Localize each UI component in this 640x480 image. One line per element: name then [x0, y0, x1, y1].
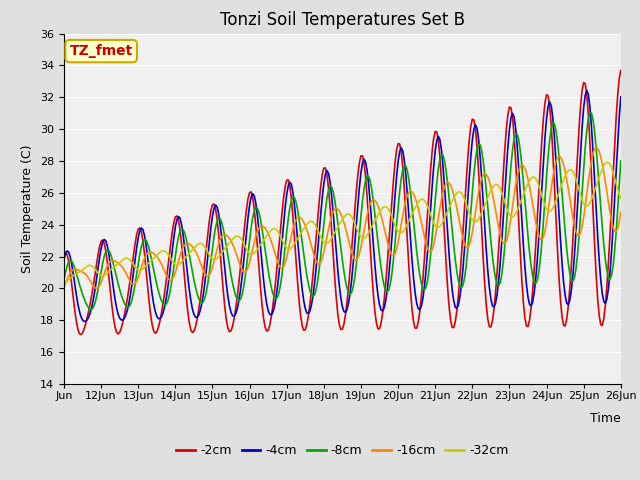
-2cm: [77, 332, 85, 337]
-16cm: [397, 222, 405, 228]
-16cm: [93, 286, 100, 291]
-16cm: [617, 209, 625, 215]
-32cm: [397, 230, 405, 236]
-16cm: [379, 218, 387, 224]
-16cm: [60, 284, 68, 290]
-32cm: [61, 278, 69, 284]
-16cm: [76, 268, 83, 274]
-8cm: [86, 306, 94, 312]
Line: -4cm: -4cm: [64, 90, 621, 322]
-8cm: [76, 282, 83, 288]
-4cm: [165, 274, 173, 280]
-8cm: [617, 158, 625, 164]
-32cm: [165, 253, 173, 259]
-2cm: [410, 319, 417, 324]
-2cm: [379, 311, 387, 316]
-4cm: [379, 308, 387, 314]
-32cm: [550, 202, 558, 208]
Y-axis label: Soil Temperature (C): Soil Temperature (C): [22, 144, 35, 273]
-4cm: [550, 133, 558, 139]
-2cm: [165, 253, 173, 259]
Legend: -2cm, -4cm, -8cm, -16cm, -32cm: -2cm, -4cm, -8cm, -16cm, -32cm: [172, 439, 513, 462]
-16cm: [550, 166, 558, 172]
-4cm: [410, 275, 417, 281]
-4cm: [583, 87, 591, 93]
-16cm: [410, 191, 417, 197]
-32cm: [60, 278, 68, 284]
-2cm: [397, 149, 405, 155]
-8cm: [397, 176, 405, 182]
-8cm: [410, 218, 417, 224]
Text: Time: Time: [590, 412, 621, 425]
-4cm: [76, 309, 83, 314]
Line: -8cm: -8cm: [64, 112, 621, 309]
-32cm: [617, 195, 625, 201]
-2cm: [60, 251, 68, 256]
-4cm: [397, 145, 405, 151]
-32cm: [77, 268, 85, 274]
-16cm: [592, 145, 600, 151]
Title: Tonzi Soil Temperatures Set B: Tonzi Soil Temperatures Set B: [220, 11, 465, 29]
Line: -2cm: -2cm: [64, 71, 621, 335]
-32cm: [379, 205, 387, 211]
Line: -32cm: -32cm: [64, 162, 621, 281]
Text: TZ_fmet: TZ_fmet: [70, 44, 133, 58]
-2cm: [550, 179, 558, 185]
-4cm: [80, 319, 88, 324]
-8cm: [60, 276, 68, 282]
-32cm: [603, 159, 611, 165]
-16cm: [165, 277, 173, 283]
-32cm: [410, 208, 417, 214]
-8cm: [550, 120, 558, 126]
-8cm: [586, 109, 594, 115]
-4cm: [60, 257, 68, 263]
Line: -16cm: -16cm: [64, 148, 621, 288]
-8cm: [379, 275, 387, 281]
-4cm: [617, 94, 625, 100]
-8cm: [165, 293, 173, 299]
-2cm: [617, 68, 625, 73]
-2cm: [76, 331, 83, 336]
